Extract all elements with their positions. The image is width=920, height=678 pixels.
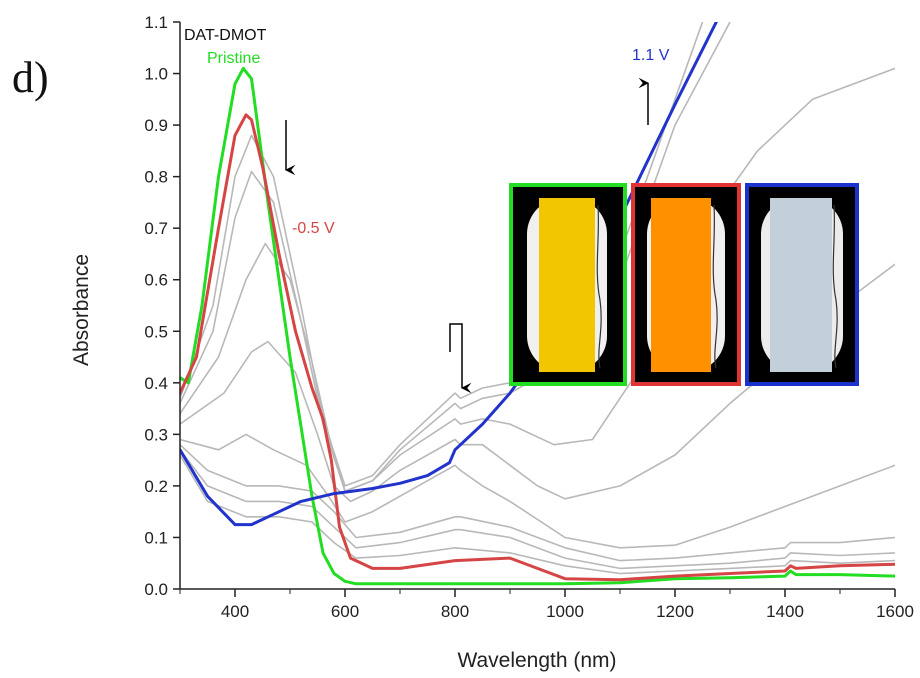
sample-photo-oxidized: [745, 183, 859, 386]
x-tick-label: 1000: [546, 602, 584, 621]
x-tick-label: 600: [331, 602, 359, 621]
bent-arrow-icon: [449, 323, 472, 394]
x-tick-label: 1200: [656, 602, 694, 621]
series-line-intermediate: [180, 443, 895, 562]
y-tick-label: 0.8: [144, 168, 168, 187]
x-tick-label: 400: [221, 602, 249, 621]
x-tick-label: 1600: [876, 602, 914, 621]
y-tick-label: 0.3: [144, 425, 168, 444]
sample-photo-reduced: [631, 183, 741, 386]
series-line-0-5-v: [180, 113, 895, 582]
y-tick-label: 0.7: [144, 219, 168, 238]
y-tick-label: 0.9: [144, 116, 168, 135]
series-layer: [180, 22, 895, 586]
sample-photo-pristine: [509, 183, 627, 386]
series-line-intermediate: [180, 449, 895, 570]
y-tick-label: 1.1: [144, 13, 168, 32]
one-one-v-label: 1.1 V: [632, 47, 670, 64]
minus-half-v-label: -0.5 V: [292, 220, 335, 237]
y-tick-label: 0.6: [144, 271, 168, 290]
series-line-intermediate: [180, 454, 895, 575]
series-line-intermediate: [180, 263, 895, 503]
panel-label: d): [12, 53, 49, 102]
y-tick-label: 0.4: [144, 374, 168, 393]
y-axis-title: Absorbance: [70, 254, 93, 366]
x-tick-label: 1400: [766, 602, 804, 621]
series-line-pristine: [180, 66, 895, 586]
y-tick-label: 0.1: [144, 528, 168, 547]
y-tick-label: 0.0: [144, 580, 168, 599]
y-tick-label: 0.5: [144, 322, 168, 341]
x-axis-title: Wavelength (nm): [457, 649, 616, 672]
series-line-intermediate: [180, 433, 895, 549]
y-tick-label: 0.2: [144, 477, 168, 496]
chart-title: DAT-DMOT: [184, 27, 267, 44]
ticks-layer: 400 600 800 1000 1200 1400 1600 0.0 0.1 0.2 0.3 0.4…: [144, 13, 914, 621]
y-tick-label: 1.0: [144, 65, 168, 84]
pristine-label: Pristine: [207, 50, 260, 67]
x-tick-label: 800: [441, 602, 469, 621]
